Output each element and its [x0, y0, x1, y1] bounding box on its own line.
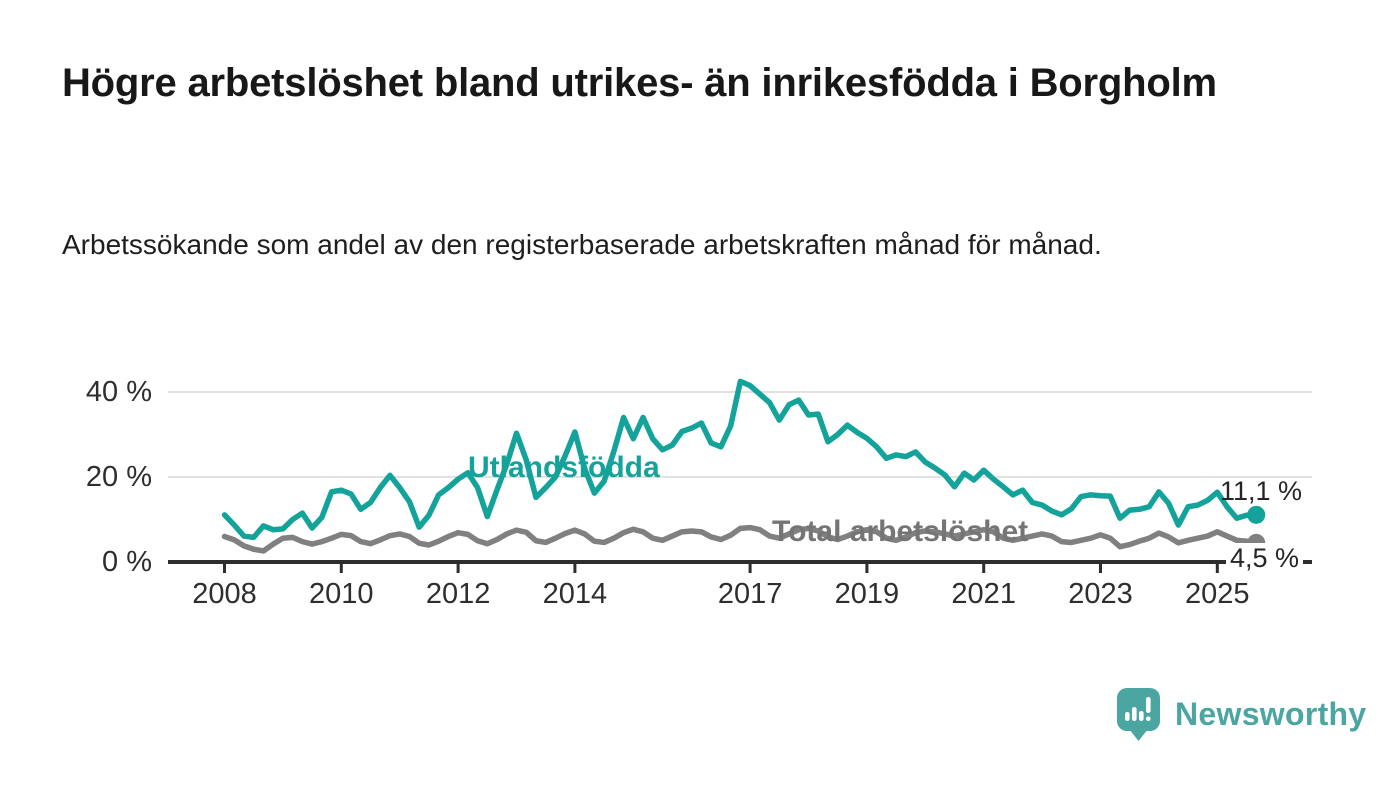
page-subtitle: Arbetssökande som andel av den registerb… — [62, 229, 1102, 260]
y-tick-label: 20 % — [85, 461, 152, 493]
x-tick-label: 2008 — [192, 578, 257, 610]
newsworthy-logo: Newsworthy — [1116, 686, 1366, 742]
newsworthy-speech-bubble-icon — [1117, 688, 1160, 741]
y-tick-label: 40 % — [85, 376, 152, 408]
brand-wordmark: Newsworthy — [1175, 695, 1367, 732]
x-tick-label: 2010 — [309, 578, 374, 610]
series-label-utlandsfodda: Utlandsfödda — [468, 451, 660, 484]
x-tick-label: 2019 — [834, 578, 900, 610]
x-tick-label: 2023 — [1068, 578, 1133, 610]
page-title: Högre arbetslöshet bland utrikes- än inr… — [62, 61, 1217, 105]
x-tick-label: 2012 — [425, 578, 491, 610]
x-tick-label: 2021 — [951, 578, 1016, 610]
x-tick-label: 2017 — [717, 578, 783, 610]
series-label-total-arbetsloshet: Total arbetslöshet — [772, 515, 1029, 548]
x-tick-label: 2025 — [1185, 578, 1250, 610]
x-tick-label: 2014 — [542, 578, 608, 610]
end-value-label-utlandsfodda: 11,1 % — [1220, 476, 1303, 506]
y-tick-label: 0 % — [102, 546, 152, 578]
end-value-label-total: 4,5 % — [1226, 543, 1304, 574]
